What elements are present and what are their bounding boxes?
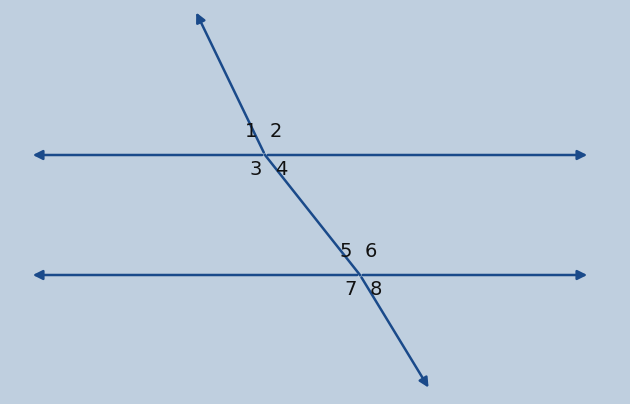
Text: 1: 1 (244, 122, 257, 141)
Text: 4: 4 (275, 160, 287, 179)
Text: 3: 3 (249, 160, 262, 179)
Text: 7: 7 (345, 280, 357, 299)
Text: 6: 6 (365, 242, 377, 261)
Text: 2: 2 (270, 122, 282, 141)
Text: 8: 8 (370, 280, 382, 299)
Text: 5: 5 (340, 242, 352, 261)
